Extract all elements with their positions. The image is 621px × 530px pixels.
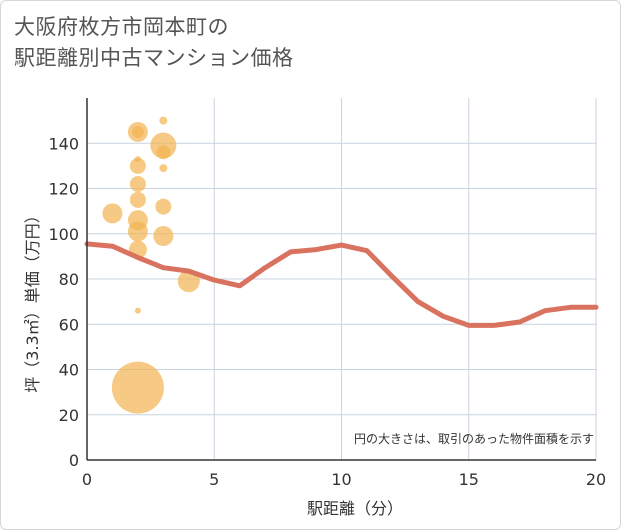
- bubble-point: [127, 221, 148, 242]
- y-tick-label: 100: [48, 225, 79, 244]
- x-axis-label: 駅距離（分）: [307, 499, 403, 518]
- y-tick-label: 40: [59, 361, 79, 380]
- bubble-point: [159, 164, 168, 173]
- y-tick-label: 140: [48, 134, 79, 153]
- y-tick-label: 60: [59, 315, 79, 334]
- bubble-point: [134, 307, 141, 314]
- x-tick-label: 10: [331, 470, 351, 489]
- bubble-point: [131, 125, 144, 138]
- y-tick-label: 80: [59, 270, 79, 289]
- bubble-point: [129, 191, 146, 208]
- chart-title-line1: 大阪府枚方市岡本町の: [14, 15, 229, 39]
- bubble-point: [177, 270, 200, 293]
- bubble-point: [111, 361, 164, 414]
- bubble-point: [155, 198, 172, 215]
- bubble-size-note: 円の大きさは、取引のあった物件面積を示す: [354, 431, 594, 446]
- chart-title-line2: 駅距離別中古マンション価格: [14, 46, 294, 70]
- bubble-point: [159, 116, 168, 125]
- bubble-point: [129, 157, 146, 174]
- bubble-point: [102, 203, 123, 224]
- y-tick-label: 0: [69, 451, 79, 470]
- bubble-series: [102, 116, 200, 414]
- y-axis-label: 坪（3.3㎡）単価（万円）: [23, 207, 42, 392]
- bubble-point: [156, 145, 171, 160]
- y-tick-label: 20: [59, 406, 79, 425]
- axes: [86, 98, 596, 461]
- x-tick-label: 5: [209, 470, 219, 489]
- x-tick-label: 20: [586, 470, 606, 489]
- average-price-line: [84, 241, 599, 328]
- average-line-series: [84, 241, 599, 328]
- bubble-point: [129, 175, 146, 192]
- x-tick-label: 0: [82, 470, 92, 489]
- chart-title: 大阪府枚方市岡本町の 駅距離別中古マンション価格: [14, 12, 294, 74]
- tick-labels: 0 20 40 60 80 100 120 140 0 5 10 15 20: [48, 134, 606, 489]
- y-tick-label: 120: [48, 180, 79, 199]
- bubble-point: [153, 226, 174, 247]
- x-tick-label: 15: [459, 470, 479, 489]
